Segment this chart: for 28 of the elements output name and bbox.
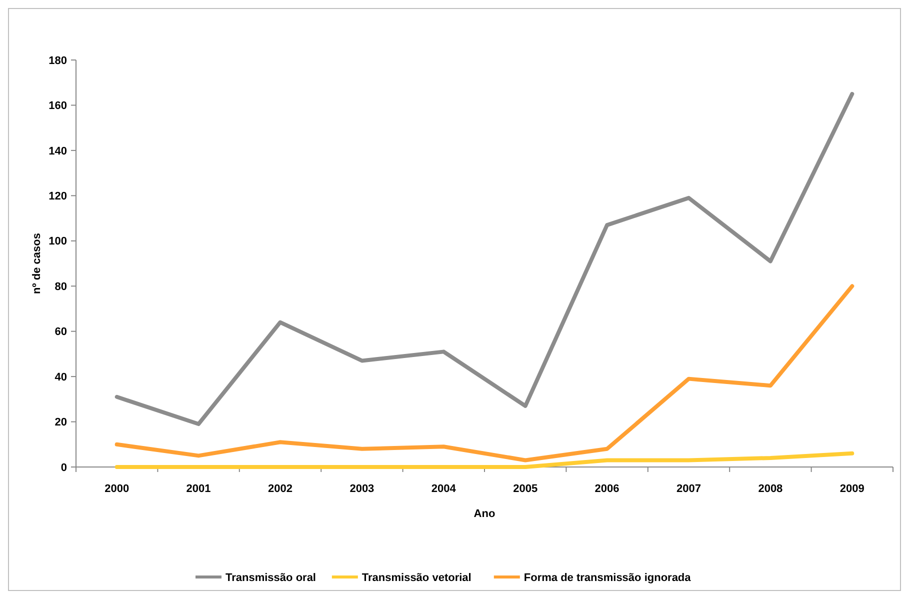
line-series (114, 284, 854, 462)
x-tick-label: 2003 (350, 483, 374, 495)
x-tick-label: 2005 (513, 483, 538, 495)
legend-label: Forma de transmissão ignorada (524, 572, 692, 584)
y-tick-label: 180 (48, 54, 67, 67)
line-series (114, 92, 854, 426)
y-tick-label: 0 (60, 462, 67, 474)
x-tick-label: 2001 (186, 483, 211, 495)
y-tick-label: 100 (48, 236, 67, 248)
legend-label: Transmissão vetorial (362, 572, 472, 584)
y-axis-title: nº de casos (31, 233, 43, 294)
x-axis-title: Ano (474, 508, 496, 520)
line-series (114, 451, 854, 469)
x-tick-label: 2008 (758, 483, 783, 495)
x-tick-label: 2000 (104, 483, 130, 495)
y-tick-label: 140 (48, 145, 67, 158)
y-tick-label: 20 (54, 416, 67, 429)
y-tick-label: 40 (54, 371, 67, 384)
y-tick-label: 80 (54, 280, 67, 293)
x-tick-label: 2006 (594, 483, 620, 495)
legend-label: Transmissão oral (226, 572, 316, 584)
y-tick-label: 160 (48, 100, 67, 112)
x-tick-label: 2007 (676, 483, 701, 495)
x-tick-label: 2002 (268, 483, 292, 495)
y-tick-label: 60 (54, 326, 67, 338)
x-tick-label: 2009 (840, 483, 864, 495)
y-tick-label: 120 (48, 190, 67, 203)
x-tick-label: 2004 (431, 483, 457, 495)
